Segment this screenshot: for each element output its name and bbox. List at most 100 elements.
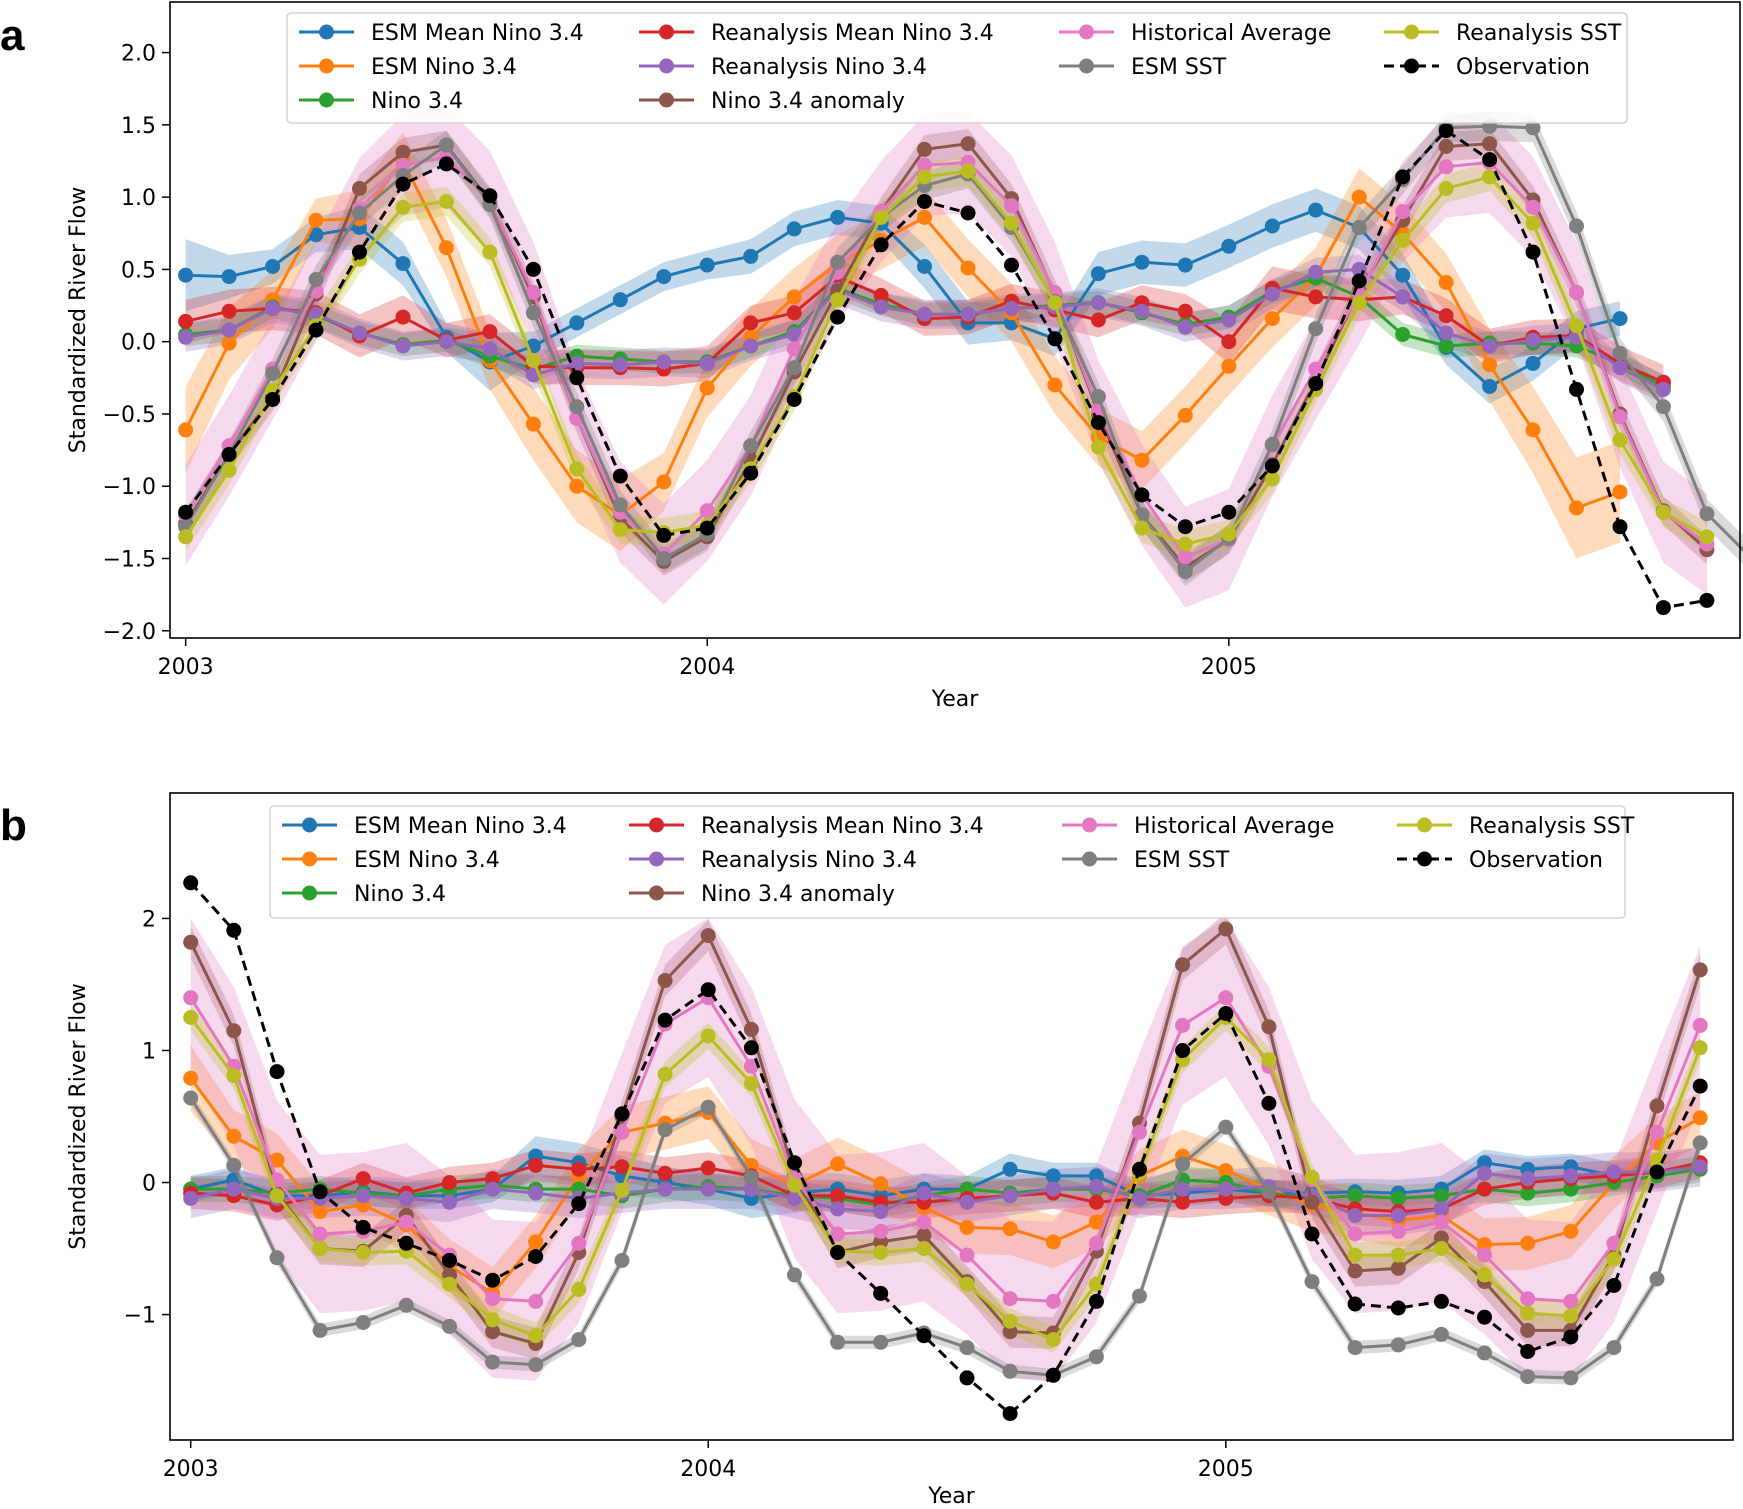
point-observation	[439, 156, 454, 171]
point-esm-sst	[873, 1335, 888, 1350]
point-historical-average	[485, 1291, 500, 1306]
point-reanalysis-sst	[270, 1188, 285, 1203]
point-historical-average	[916, 1215, 931, 1230]
point-esm-sst	[1563, 1370, 1578, 1385]
point-esm-nino-3-4	[1482, 357, 1497, 372]
point-observation	[569, 370, 584, 385]
point-esm-nino-3-4	[1526, 422, 1541, 437]
point-reanalysis-nino-3-4	[528, 1186, 543, 1201]
point-esm-mean-nino-3-4	[1221, 239, 1236, 254]
point-esm-nino-3-4	[1439, 275, 1454, 290]
point-reanalysis-nino-3-4	[960, 1195, 975, 1210]
point-esm-nino-3-4	[787, 289, 802, 304]
point-reanalysis-nino-3-4	[1091, 295, 1106, 310]
y-tick-label: 0.0	[121, 331, 156, 356]
point-reanalysis-sst	[1221, 526, 1236, 541]
point-reanalysis-sst	[960, 1277, 975, 1292]
point-observation	[1569, 382, 1584, 397]
point-esm-mean-nino-3-4	[1308, 203, 1323, 218]
point-reanalysis-sst	[1699, 529, 1714, 544]
point-reanalysis-nino-3-4	[743, 339, 758, 354]
legend-swatch-marker	[319, 59, 334, 74]
legend-swatch-marker	[1082, 852, 1097, 867]
point-reanalysis-sst	[874, 210, 889, 225]
point-historical-average	[1526, 200, 1541, 215]
point-reanalysis-nino-3-4	[1613, 360, 1628, 375]
point-reanalysis-nino-3-4	[1606, 1165, 1621, 1180]
legend-swatch-marker	[1417, 818, 1432, 833]
legend-swatch-marker	[319, 25, 334, 40]
point-observation	[787, 1155, 802, 1170]
point-reanalysis-sst	[744, 1076, 759, 1091]
point-esm-nino-3-4	[528, 1234, 543, 1249]
legend-swatch-marker	[649, 818, 664, 833]
x-axis-label: Year	[927, 1484, 976, 1505]
point-observation	[1046, 1368, 1061, 1383]
point-reanalysis-nino-3-4	[482, 341, 497, 356]
point-esm-sst	[787, 360, 802, 375]
point-nino-3-4-anomaly	[1261, 1019, 1276, 1034]
point-reanalysis-mean-nino-3-4	[1089, 1195, 1104, 1210]
point-reanalysis-sst	[1563, 1308, 1578, 1323]
point-historical-average	[1046, 1294, 1061, 1309]
legend-label: Nino 3.4	[371, 89, 463, 114]
point-nino-3-4-anomaly	[961, 136, 976, 151]
point-esm-sst	[743, 438, 758, 453]
point-observation	[1218, 1006, 1233, 1021]
point-esm-sst	[1434, 1327, 1449, 1342]
point-reanalysis-mean-nino-3-4	[528, 1158, 543, 1173]
point-reanalysis-mean-nino-3-4	[1178, 304, 1193, 319]
legend-label: Reanalysis SST	[1456, 21, 1622, 46]
point-reanalysis-mean-nino-3-4	[658, 1166, 673, 1181]
point-esm-sst	[265, 366, 280, 381]
point-nino-3-4	[1395, 327, 1410, 342]
point-esm-nino-3-4	[183, 1071, 198, 1086]
point-nino-3-4-anomaly	[916, 1228, 931, 1243]
point-esm-sst	[1520, 1369, 1535, 1384]
x-axis-label: Year	[931, 687, 980, 712]
point-esm-mean-nino-3-4	[178, 268, 193, 283]
legend-label: Reanalysis Mean Nino 3.4	[701, 814, 984, 839]
point-esm-sst	[658, 1122, 673, 1137]
point-observation	[396, 177, 411, 192]
point-nino-3-4	[1348, 1188, 1363, 1203]
point-historical-average	[960, 1248, 975, 1263]
point-nino-3-4-anomaly	[1693, 962, 1708, 977]
point-esm-sst	[1178, 564, 1193, 579]
point-reanalysis-mean-nino-3-4	[482, 324, 497, 339]
y-tick-label: −2.0	[103, 620, 156, 645]
point-esm-sst	[960, 1340, 975, 1355]
point-esm-sst	[1308, 321, 1323, 336]
legend-swatch-marker	[319, 93, 334, 108]
panel-letter-b: b	[0, 801, 27, 850]
point-observation	[1178, 519, 1193, 534]
point-esm-mean-nino-3-4	[1178, 258, 1193, 273]
point-historical-average	[1089, 1236, 1104, 1251]
point-esm-sst	[1569, 219, 1584, 234]
point-observation	[571, 1196, 586, 1211]
point-reanalysis-nino-3-4	[1221, 313, 1236, 328]
point-reanalysis-mean-nino-3-4	[1308, 289, 1323, 304]
x-tick-label: 2005	[1201, 655, 1257, 680]
point-reanalysis-nino-3-4	[1520, 1171, 1535, 1186]
point-reanalysis-mean-nino-3-4	[743, 315, 758, 330]
point-historical-average	[1650, 1125, 1665, 1140]
point-esm-mean-nino-3-4	[1091, 266, 1106, 281]
legend-swatch-marker	[302, 852, 317, 867]
point-observation	[1132, 1162, 1147, 1177]
point-reanalysis-mean-nino-3-4	[1221, 334, 1236, 349]
point-reanalysis-nino-3-4	[830, 1201, 845, 1216]
point-reanalysis-nino-3-4	[265, 301, 280, 316]
point-nino-3-4-anomaly	[1218, 922, 1233, 937]
point-reanalysis-nino-3-4	[226, 1182, 241, 1197]
point-esm-mean-nino-3-4	[1003, 1162, 1018, 1177]
legend-swatch-marker	[1404, 59, 1419, 74]
legend-label: Reanalysis SST	[1469, 814, 1635, 839]
legend-label: ESM Nino 3.4	[354, 848, 500, 873]
point-esm-nino-3-4	[1221, 359, 1236, 374]
point-reanalysis-mean-nino-3-4	[1175, 1195, 1190, 1210]
point-nino-3-4-anomaly	[396, 145, 411, 160]
point-esm-nino-3-4	[961, 261, 976, 276]
point-observation	[1308, 376, 1323, 391]
point-esm-mean-nino-3-4	[1134, 255, 1149, 270]
